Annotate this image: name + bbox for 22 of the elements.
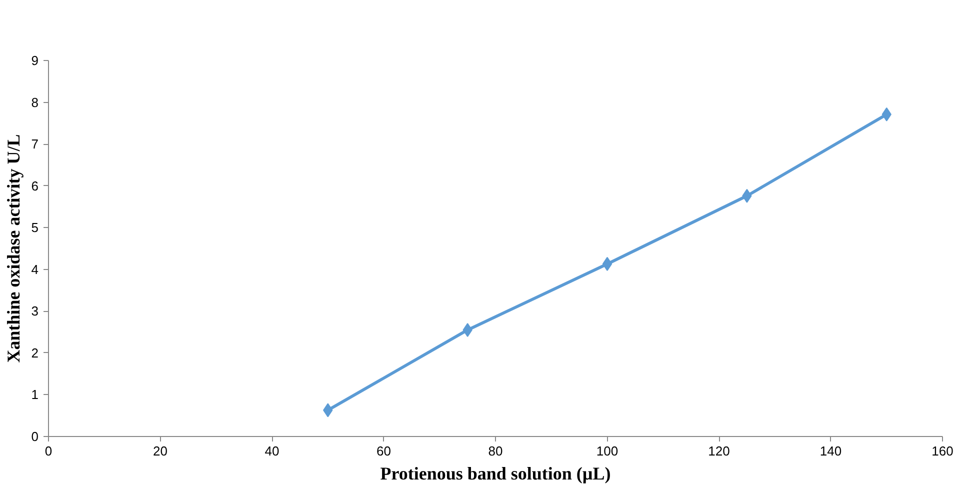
y-tick-label: 9	[31, 53, 39, 68]
x-tick-label: 160	[932, 444, 954, 458]
x-tick-label: 100	[596, 444, 618, 458]
x-tick-label: 40	[264, 444, 280, 458]
point	[602, 256, 612, 271]
y-tick-label: 0	[31, 429, 39, 444]
x-tick-label: 120	[708, 444, 730, 458]
x-tick-label: 20	[153, 444, 168, 458]
y-tick-label: 4	[31, 262, 39, 277]
x-tick-label: 60	[376, 444, 391, 458]
x-tick-label: 0	[44, 444, 52, 458]
y-tick-label: 1	[31, 387, 39, 402]
y-tick-label: 8	[31, 94, 39, 110]
y-tick-label: 5	[31, 220, 39, 236]
y-axis-title: Xanthine oxidase activity U/L	[3, 134, 24, 363]
y-tick-label: 2	[31, 345, 39, 360]
x-tick-label: 80	[488, 444, 503, 458]
y-tick-label: 7	[31, 136, 39, 152]
x-tick-label: 140	[820, 444, 842, 458]
y-tick-label: 3	[31, 304, 39, 319]
x-axis-title: Protienous band solution (µL)	[380, 464, 611, 484]
y-tick-label: 6	[31, 178, 39, 194]
